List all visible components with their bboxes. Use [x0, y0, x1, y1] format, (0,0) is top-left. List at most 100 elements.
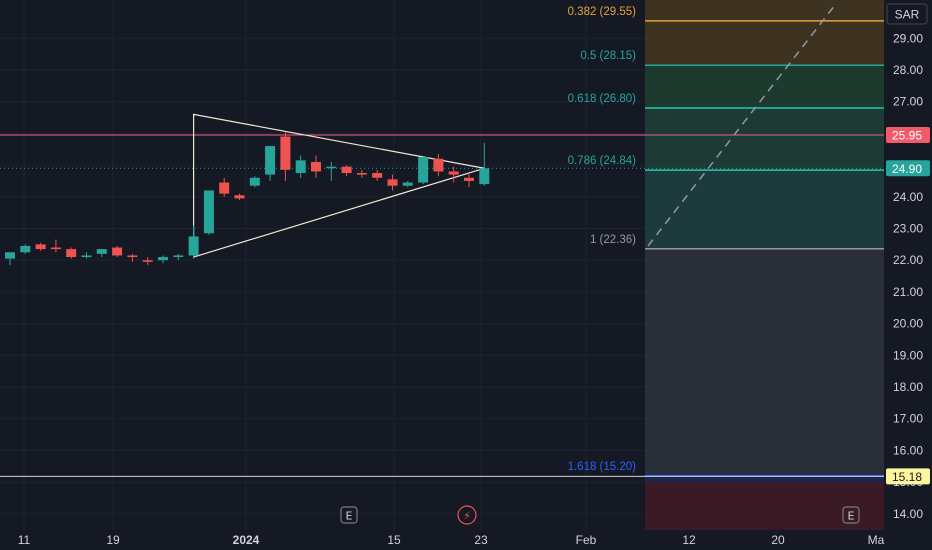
candle: [311, 155, 321, 178]
candle-body: [96, 249, 107, 254]
candle-body: [295, 160, 306, 174]
candle-body: [479, 168, 490, 185]
candle-body: [464, 177, 474, 181]
candle-body: [418, 157, 429, 183]
price-tick-label: 19.00: [893, 348, 923, 362]
candle-body: [234, 195, 245, 199]
candle-body: [433, 158, 444, 172]
price-tick-label: 16.00: [893, 443, 923, 457]
price-tick-label: 17.00: [893, 412, 923, 426]
time-tick-label: 23: [474, 533, 488, 547]
time-tick-label: 15: [387, 533, 401, 547]
candle: [234, 193, 245, 200]
candle: [127, 253, 138, 262]
currency-button[interactable]: SAR: [886, 3, 928, 25]
candle-body: [81, 255, 92, 258]
candle: [5, 252, 15, 265]
candle: [81, 252, 92, 259]
candle-body: [387, 179, 398, 186]
price-tick-label: 24.00: [893, 190, 923, 204]
candle-body: [402, 182, 413, 186]
candle-body: [249, 177, 260, 186]
price-tick-label: 18.00: [893, 380, 923, 394]
price-axis[interactable]: 29.0028.0027.0026.0025.0024.0023.0022.00…: [884, 0, 932, 530]
event-marker-label: E: [848, 510, 855, 523]
candle-body: [66, 249, 77, 258]
candle-body: [372, 173, 383, 178]
candle-body: [5, 252, 15, 259]
event-marker-frame: [340, 506, 358, 524]
fib-level-label: 1 (22.36): [590, 234, 636, 246]
candle: [280, 131, 291, 181]
candle: [402, 180, 413, 188]
price-tick-label: 27.00: [893, 95, 923, 109]
event-marker-label: ⚡: [463, 510, 471, 523]
dividend-event-icon[interactable]: ⚡: [457, 505, 477, 525]
fib-zone: [645, 65, 884, 109]
candle: [356, 169, 367, 178]
candle-body: [112, 247, 123, 256]
candle-body: [326, 166, 337, 169]
candle-body: [188, 236, 199, 256]
price-badges: 25.95 24.90 15.18: [886, 126, 930, 485]
candle: [188, 225, 199, 259]
fib-level-label: 0.5 (28.15): [580, 50, 636, 62]
candle: [35, 242, 46, 251]
fib-zone: [645, 170, 884, 249]
fib-zone: [645, 0, 884, 21]
candle: [387, 174, 398, 191]
candle: [295, 155, 306, 178]
time-tick-label: 12: [682, 533, 696, 547]
currency-label: SAR: [895, 8, 920, 22]
price-badge-label: 24.90: [892, 162, 922, 176]
event-marker-frame: [842, 506, 860, 524]
candle-body: [142, 260, 153, 262]
candle: [203, 190, 214, 235]
price-tick-label: 29.00: [893, 31, 923, 45]
candle: [173, 253, 184, 261]
time-tick-label: 20: [771, 533, 785, 547]
candle: [326, 161, 337, 181]
fib-level-label: 0.618 (26.80): [568, 93, 637, 105]
candle-body: [127, 255, 138, 258]
triangle-outline[interactable]: [193, 113, 485, 258]
candle: [341, 165, 352, 177]
candle: [96, 249, 107, 258]
candle-body: [173, 255, 184, 258]
earnings-event-icon[interactable]: E: [842, 506, 860, 524]
candle-body: [448, 171, 459, 175]
horizontal-lines[interactable]: [0, 134, 884, 477]
price-badge-label: 15.18: [892, 470, 922, 484]
candle: [448, 166, 459, 183]
price-tick-label: 14.00: [893, 507, 923, 521]
event-marker-frame: [457, 505, 477, 525]
fibonacci-retracement[interactable]: 0.382 (29.55) 0.5 (28.15) 0.618 (26.80) 0.7…: [568, 0, 884, 530]
fib-level-label: 0.786 (24.84): [568, 155, 637, 167]
candle-body: [158, 257, 168, 261]
time-tick-label: 19: [106, 533, 120, 547]
candle: [249, 176, 260, 188]
event-marker-label: E: [346, 510, 353, 523]
candle: [158, 255, 168, 264]
fib-level-label: 0.382 (29.55): [568, 6, 637, 18]
event-markers[interactable]: E ⚡ E: [340, 505, 860, 525]
candle: [479, 142, 490, 186]
time-axis[interactable]: 11 19 2024 15 23 Feb 12 20 Ma: [0, 530, 885, 550]
fib-level-label: 1.618 (15.20): [568, 461, 637, 473]
earnings-event-icon[interactable]: E: [340, 506, 358, 524]
candle-body: [311, 161, 321, 172]
candle: [50, 239, 61, 253]
candle: [418, 157, 429, 185]
price-tick-label: 23.00: [893, 222, 923, 236]
time-tick-label: Ma: [868, 533, 885, 547]
candle-body: [265, 146, 276, 175]
triangle-pattern[interactable]: [193, 113, 485, 258]
time-tick-label: 2024: [233, 533, 260, 547]
price-tick-label: 20.00: [893, 317, 923, 331]
fib-trend-line[interactable]: [647, 4, 836, 247]
candle: [20, 244, 31, 254]
time-tick-label: 11: [18, 533, 31, 547]
candle-body: [219, 182, 230, 194]
candle: [219, 177, 230, 197]
